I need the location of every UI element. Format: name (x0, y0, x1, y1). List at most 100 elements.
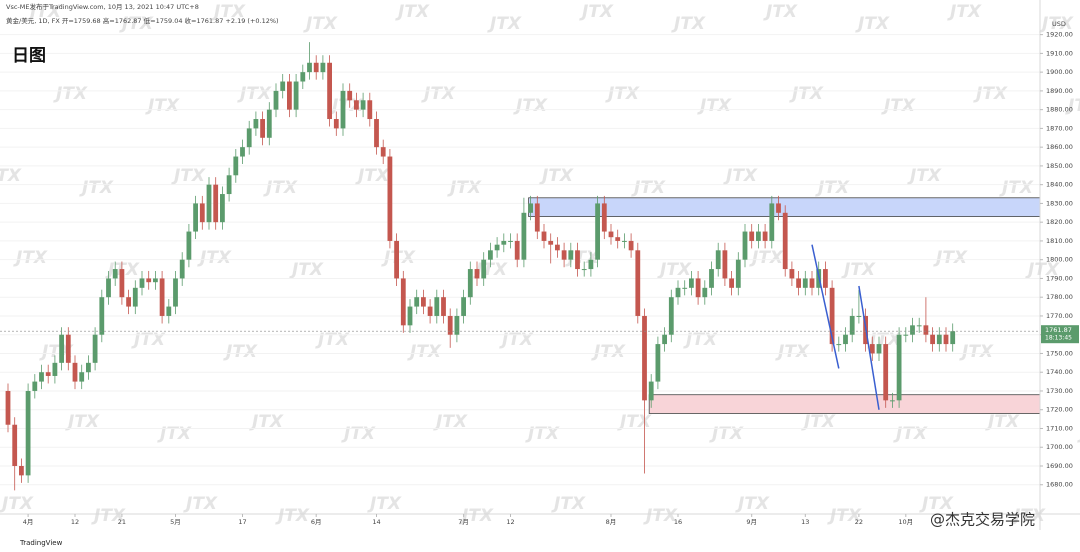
watermark: JTX (197, 248, 232, 268)
watermark: JTX (551, 494, 586, 514)
candle-body (414, 297, 420, 307)
candle-body (233, 156, 239, 176)
candle-body (695, 278, 701, 298)
watermark: JTX (53, 84, 88, 104)
candle-body (802, 278, 808, 288)
subheader: 黄金/美元, 1D, FX 开=1759.68 高=1762.87 低=1759… (6, 16, 279, 25)
watermark: JTX (1039, 14, 1074, 34)
candle-body (307, 62, 312, 73)
candle-body (92, 334, 98, 363)
candle-body (910, 325, 915, 335)
candle-body (407, 306, 413, 326)
candle-body (246, 128, 252, 148)
plot-area (0, 34, 1041, 491)
watermark: JTX (303, 14, 338, 34)
candle-body (280, 81, 286, 91)
x-tick-label: 16 (674, 518, 682, 526)
watermark: JTX (119, 14, 154, 34)
watermark: JTX (605, 84, 640, 104)
y-tick-label: 1710.00 (1046, 424, 1073, 432)
candle-body (293, 81, 299, 110)
watermark: JTX (855, 14, 890, 34)
y-tick-label: 1680.00 (1046, 481, 1073, 489)
candle-body (756, 231, 761, 241)
candle-body (146, 278, 152, 283)
y-tick-label: 1840.00 (1046, 181, 1073, 189)
candle-body (99, 297, 105, 335)
candle-body (59, 334, 64, 363)
x-tick-label: 22 (855, 518, 863, 526)
x-tick-label: 5月 (170, 518, 181, 526)
candle-body (400, 278, 406, 326)
watermark: JTX (617, 412, 652, 432)
candle-body (347, 90, 353, 101)
candle-body (642, 315, 647, 401)
zone (648, 394, 1041, 414)
trendline (858, 285, 880, 410)
watermark: JTX (539, 166, 574, 186)
candle-body (387, 156, 393, 241)
candle-body (789, 269, 795, 279)
candle-body (930, 334, 935, 345)
x-tick-label: 4月 (23, 518, 34, 526)
candle-body (5, 390, 11, 425)
candle-body (561, 250, 567, 260)
watermark: JTX (985, 412, 1020, 432)
candle-body (39, 372, 44, 382)
watermark: JTX (723, 166, 758, 186)
watermark: JTX (683, 330, 718, 350)
watermark: JTX (487, 14, 522, 34)
candle-body (628, 240, 634, 251)
candle-body (112, 269, 118, 279)
candle-body (139, 278, 145, 288)
candle-body (689, 278, 694, 288)
watermark: JTX (643, 506, 678, 526)
watermark: JTX (841, 260, 876, 280)
watermark: JTX (525, 424, 560, 444)
watermark: JTX (671, 14, 706, 34)
candle-body (186, 231, 192, 260)
watermark: JTX (171, 166, 206, 186)
candle-body (735, 259, 741, 288)
candle-body (126, 297, 131, 307)
y-tick-label: 1920.00 (1046, 31, 1073, 39)
y-tick-label: 1860.00 (1046, 143, 1073, 151)
watermark: JTX (735, 494, 770, 514)
y-tick-label: 1740.00 (1046, 368, 1073, 376)
candle-body (950, 331, 956, 345)
header: Vsc-ME发布于TradingView.com, 10月 13, 2021 1… (6, 2, 199, 11)
candle-body (153, 278, 158, 283)
candle-body (869, 344, 875, 354)
watermark: JTX (237, 84, 272, 104)
y-tick-label: 1800.00 (1046, 256, 1073, 264)
candle-body (253, 119, 259, 129)
watermark: JTX (13, 248, 48, 268)
watermark: JTX (775, 342, 810, 362)
candle-body (79, 372, 85, 382)
watermark: JTX (1065, 96, 1080, 116)
candle-body (903, 334, 909, 336)
footer-logo: TradingView (19, 539, 63, 547)
watermark: JTX (0, 494, 34, 514)
candle-body (829, 287, 835, 345)
candle-body (19, 465, 24, 476)
candle-body (568, 250, 574, 260)
candle-body (488, 250, 493, 260)
y-tick-label: 1890.00 (1046, 87, 1073, 95)
watermark: JTX (959, 342, 994, 362)
y-tick-label: 1720.00 (1046, 406, 1073, 414)
candle-body (521, 212, 527, 260)
candle-body (12, 424, 18, 466)
candle-body (273, 90, 279, 110)
watermark: JTX (881, 96, 916, 116)
x-tick-label: 8月 (606, 518, 617, 526)
y-tick-label: 1780.00 (1046, 293, 1073, 301)
watermark: JTX (999, 178, 1034, 198)
candle-body (528, 203, 533, 213)
candle-body (25, 390, 31, 476)
candle-body (588, 259, 594, 270)
candle-body (709, 269, 714, 288)
watermark: JTX (657, 260, 692, 280)
candle-body (896, 334, 902, 401)
watermark: JTX (355, 166, 390, 186)
